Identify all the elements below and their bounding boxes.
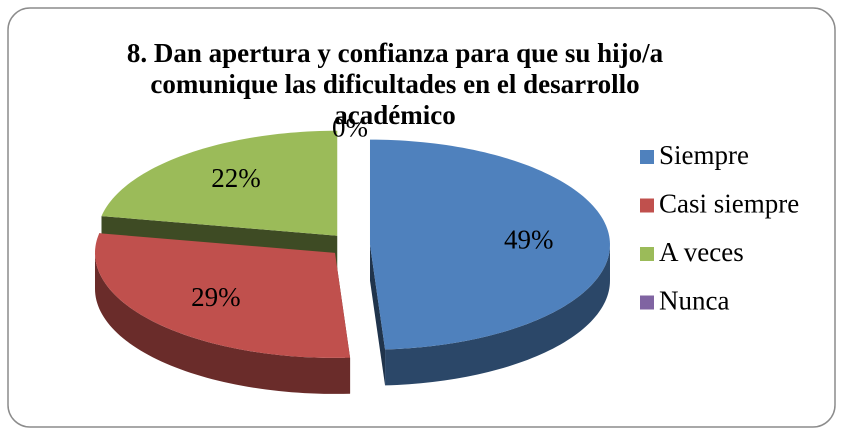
title-box: 8. Dan apertura y confianza para que su … bbox=[126, 38, 664, 130]
data-label: 49% bbox=[504, 225, 554, 255]
slice bbox=[95, 233, 351, 358]
legend-swatch bbox=[640, 198, 654, 213]
legend-label: Casi siempre bbox=[659, 189, 799, 219]
legend-label: Nunca bbox=[659, 286, 729, 316]
slice bbox=[101, 130, 338, 236]
data-label: 29% bbox=[191, 282, 241, 312]
legend-label: A veces bbox=[659, 237, 744, 267]
legend-swatch bbox=[640, 295, 654, 310]
legend-swatch bbox=[640, 150, 654, 164]
slice-side bbox=[94, 252, 351, 394]
tops bbox=[95, 130, 610, 358]
slice-side bbox=[385, 244, 610, 386]
data-label: 22% bbox=[211, 163, 261, 193]
slice-wall bbox=[369, 244, 386, 386]
legend-swatch bbox=[640, 247, 654, 261]
legend-label: Siempre bbox=[659, 140, 749, 170]
data-label: 0% bbox=[332, 113, 368, 143]
slice bbox=[369, 139, 610, 350]
chart-title: 8. Dan apertura y confianza para que su … bbox=[126, 38, 664, 130]
